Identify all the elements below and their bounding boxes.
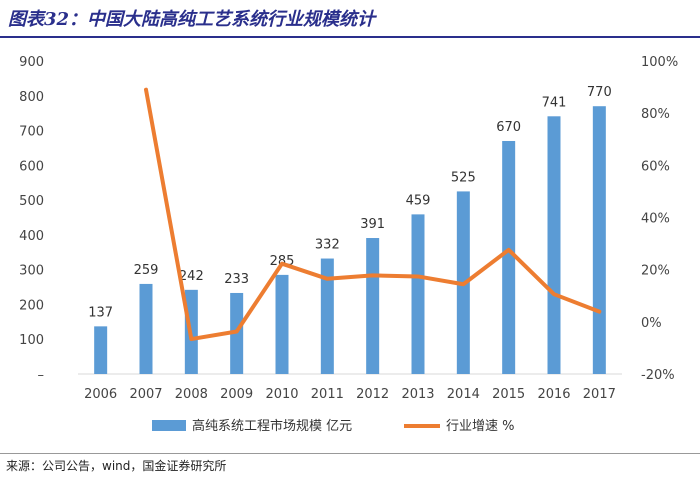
legend-bar-label: 高纯系统工程市场规模 亿元 [192, 418, 352, 434]
bar-data-label: 741 [542, 95, 567, 110]
x-tick-label: 2008 [175, 387, 208, 402]
bar-data-label: 770 [587, 85, 612, 100]
x-tick-label: 2013 [401, 387, 434, 402]
y-left-tick-label: 800 [19, 90, 44, 105]
source-divider [0, 453, 700, 454]
source-note: 来源：公司公告，wind，国金证券研究所 [6, 459, 227, 473]
legend-line-label: 行业增速 % [446, 419, 515, 434]
bar [502, 140, 516, 374]
y-left-tick-label: 900 [19, 55, 44, 70]
legend-bar-swatch [152, 420, 186, 431]
bar [547, 116, 561, 375]
bar [592, 106, 606, 374]
bar [411, 214, 425, 374]
bar [320, 258, 334, 374]
x-tick-label: 2016 [537, 387, 570, 402]
y-left-tick-label: – [38, 368, 45, 383]
y-left-tick-label: 200 [19, 298, 44, 313]
y-right-tick-label: 80% [641, 107, 670, 122]
bar-data-label: 233 [224, 272, 249, 287]
y-left-tick-label: 400 [19, 229, 44, 244]
y-left-tick-label: 500 [19, 194, 44, 209]
y-left-tick-label: 700 [19, 125, 44, 140]
x-tick-label: 2012 [356, 387, 389, 402]
y-left-tick-label: 100 [19, 333, 44, 348]
y-right-tick-label: 40% [641, 212, 670, 227]
bar [275, 274, 289, 374]
x-tick-label: 2006 [84, 387, 117, 402]
y-right-tick-label: 20% [641, 264, 670, 279]
bar [366, 238, 380, 374]
chart-canvas: – 100 200 300 400 500 600 700 800 900 -20% 0% 20% 40%… [19, 55, 678, 434]
x-tick-label: 2014 [447, 387, 480, 402]
bar-data-label: 525 [451, 170, 476, 185]
x-tick-label: 2009 [220, 387, 253, 402]
bar-data-label: 391 [360, 217, 385, 232]
bar-data-label: 137 [88, 305, 113, 320]
y-right-tick-label: 60% [641, 159, 670, 174]
bar [94, 326, 108, 374]
x-tick-label: 2011 [311, 387, 344, 402]
bar [139, 283, 153, 374]
bar-data-label: 259 [134, 263, 159, 278]
x-tick-label: 2017 [583, 387, 616, 402]
bar-data-label: 242 [179, 269, 204, 284]
bar-data-label: 670 [496, 120, 521, 135]
bar-data-label: 332 [315, 238, 340, 253]
x-tick-label: 2010 [265, 387, 298, 402]
title-divider [0, 36, 700, 38]
y-right-tick-label: 100% [641, 55, 678, 70]
chart-title: 图表32：中国大陆高纯工艺系统行业规模统计 [8, 9, 376, 30]
bar-data-label: 459 [406, 193, 431, 208]
y-right-tick-label: 0% [641, 316, 662, 331]
x-tick-label: 2015 [492, 387, 525, 402]
y-left-tick-label: 300 [19, 264, 44, 279]
y-left-tick-label: 600 [19, 159, 44, 174]
y-right-tick-label: -20% [641, 368, 675, 383]
x-tick-label: 2007 [129, 387, 162, 402]
